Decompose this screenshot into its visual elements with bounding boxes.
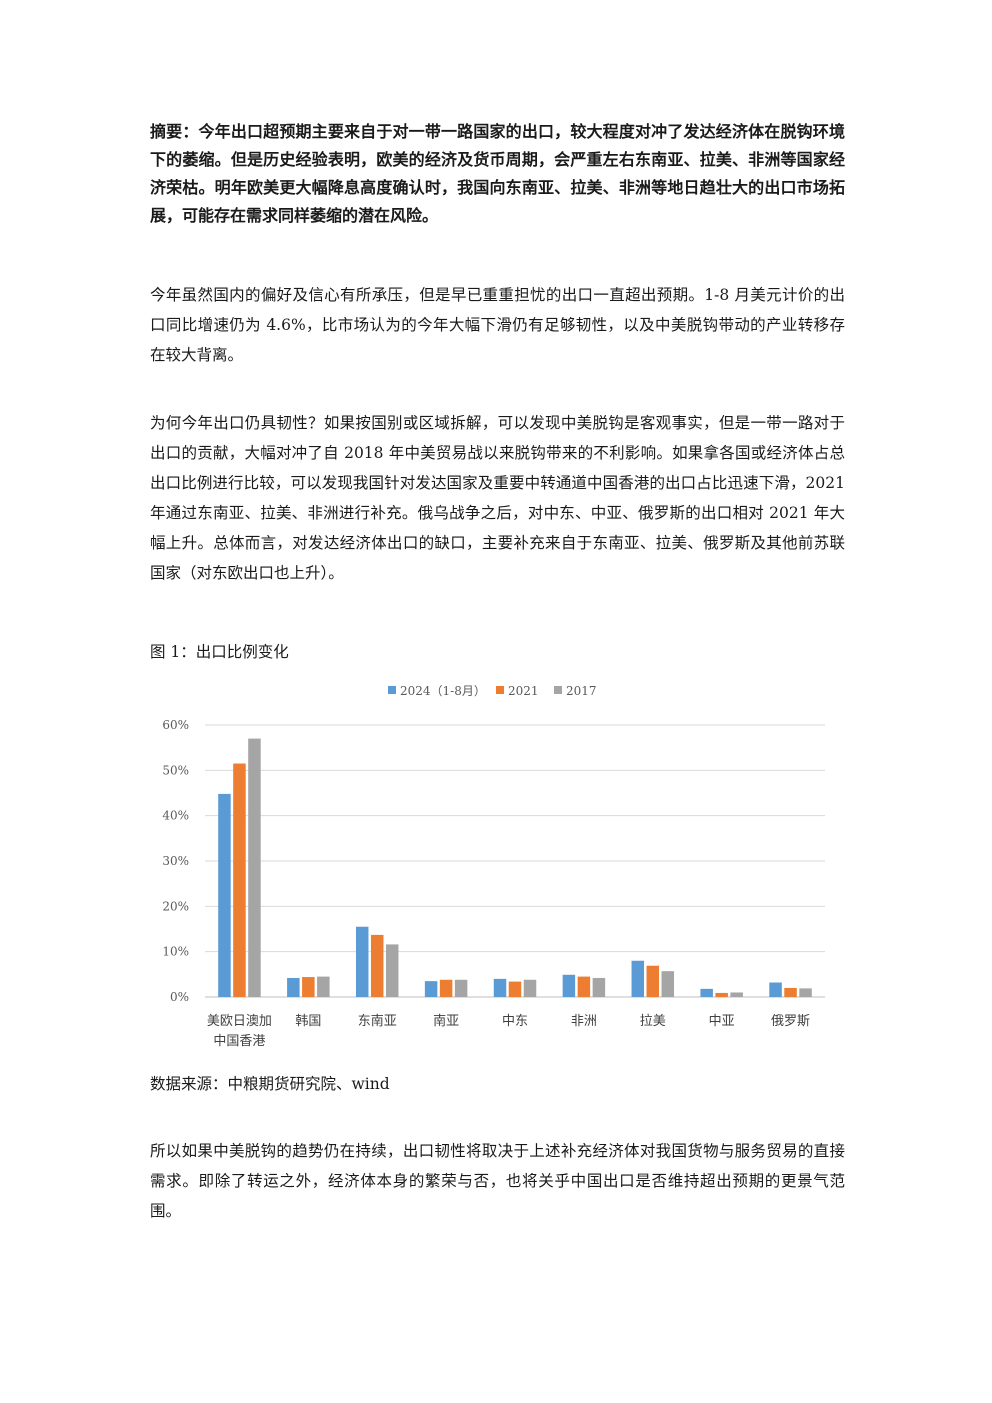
legend-swatch (496, 686, 504, 694)
legend-swatch (388, 686, 396, 694)
y-tick-label: 0% (170, 990, 189, 1004)
y-tick-label: 40% (162, 809, 189, 823)
bar (700, 988, 713, 997)
x-tick-label: 中东 (502, 1014, 528, 1029)
bar (439, 979, 453, 997)
bar (287, 977, 300, 997)
bar (302, 977, 315, 997)
figure-caption: 图 1：出口比例变化 (150, 643, 289, 661)
bar (562, 974, 576, 997)
bar (233, 763, 246, 997)
abstract-lead: 摘要： (150, 122, 199, 141)
bar (715, 992, 728, 997)
legend-label: 2017 (566, 684, 597, 698)
x-tick-label: 南亚 (433, 1013, 459, 1029)
y-tick-label: 30% (162, 854, 189, 868)
x-tick-label: 东南亚 (358, 1013, 397, 1029)
bar (385, 944, 399, 997)
bar (508, 981, 522, 997)
bar (799, 988, 812, 997)
y-tick-label: 50% (162, 763, 189, 777)
x-tick-label: 美欧日澳加 (207, 1013, 272, 1029)
bar (424, 981, 438, 997)
x-tick-label: 韩国 (295, 1014, 321, 1029)
bar (646, 965, 660, 997)
abstract: 摘要：今年出口超预期主要来自于对一带一路国家的出口，较大程度对冲了发达经济体在脱… (150, 118, 845, 230)
legend-label: 2024（1-8月） (400, 684, 486, 698)
bar (577, 976, 591, 997)
x-tick-label: 拉美 (640, 1014, 666, 1029)
paragraph-2: 为何今年出口仍具韧性？如果按国别或区域拆解，可以发现中美脱钩是客观事实，但是一带… (150, 414, 845, 582)
abstract-body: 今年出口超预期主要来自于对一带一路国家的出口，较大程度对冲了发达经济体在脱钩环境… (150, 122, 845, 225)
paragraph-3: 所以如果中美脱钩的趋势仍在持续，出口韧性将取决于上述补充经济体对我国货物与服务贸… (150, 1142, 845, 1220)
bar (218, 793, 231, 997)
x-tick-label: 中国香港 (213, 1034, 265, 1049)
bar (248, 738, 261, 997)
x-tick-label: 中亚 (709, 1014, 735, 1029)
x-tick-label: 俄罗斯 (771, 1014, 810, 1029)
bar (784, 987, 797, 997)
x-tick-label: 非洲 (571, 1014, 597, 1029)
bar (631, 960, 645, 997)
bar (355, 926, 369, 997)
bar (769, 982, 782, 997)
bar (370, 934, 384, 997)
bar (454, 979, 468, 997)
bar (661, 971, 675, 997)
bar (493, 978, 507, 997)
legend-label: 2021 (508, 684, 539, 698)
bar (730, 992, 743, 997)
data-source: 数据来源：中粮期货研究院、wind (150, 1075, 390, 1093)
y-tick-label: 20% (162, 899, 189, 913)
bar (523, 979, 537, 997)
paragraph-1: 今年虽然国内的偏好及信心有所承压，但是早已重重担忧的出口一直超出预期。1-8 月… (150, 286, 845, 364)
legend-swatch (554, 686, 562, 694)
bar (592, 977, 606, 997)
y-tick-label: 10% (162, 945, 189, 959)
y-tick-label: 60% (162, 718, 189, 732)
bar (317, 976, 330, 997)
